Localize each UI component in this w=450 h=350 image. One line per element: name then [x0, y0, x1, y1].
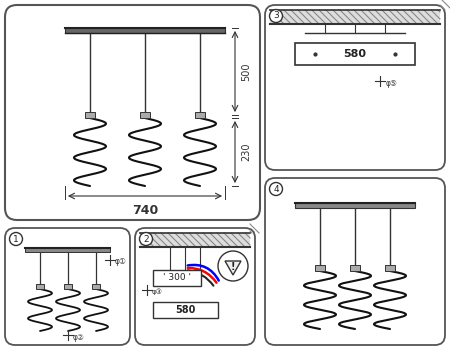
- FancyBboxPatch shape: [265, 5, 445, 170]
- Text: φ③: φ③: [152, 289, 163, 295]
- Circle shape: [270, 9, 283, 22]
- Bar: [350, 265, 360, 271]
- Text: 580: 580: [175, 305, 195, 315]
- Circle shape: [9, 232, 22, 245]
- Bar: [195, 112, 205, 118]
- Text: 230: 230: [241, 143, 251, 161]
- Text: 1: 1: [13, 234, 19, 244]
- FancyBboxPatch shape: [5, 5, 260, 220]
- Bar: [295, 203, 415, 208]
- Circle shape: [140, 232, 153, 245]
- Text: 2: 2: [143, 234, 149, 244]
- Bar: [295, 43, 415, 65]
- Bar: [36, 284, 44, 288]
- FancyBboxPatch shape: [135, 228, 255, 345]
- Bar: [25, 248, 110, 252]
- Polygon shape: [225, 261, 241, 275]
- Bar: [140, 112, 150, 118]
- Text: 580: 580: [343, 49, 366, 59]
- Text: !: !: [231, 262, 235, 272]
- Text: φ①: φ①: [115, 258, 127, 266]
- Bar: [270, 10, 440, 24]
- Text: ' 300 ': ' 300 ': [163, 273, 191, 282]
- Text: 500: 500: [241, 62, 251, 81]
- Bar: [315, 265, 325, 271]
- Text: φ②: φ②: [73, 332, 85, 342]
- Bar: [153, 302, 218, 318]
- Bar: [65, 28, 225, 33]
- Bar: [153, 270, 201, 286]
- Circle shape: [218, 251, 248, 281]
- Text: 3: 3: [273, 12, 279, 21]
- Circle shape: [270, 182, 283, 196]
- Bar: [85, 112, 95, 118]
- FancyBboxPatch shape: [265, 178, 445, 345]
- Text: 740: 740: [132, 204, 158, 217]
- Bar: [64, 284, 72, 288]
- Bar: [385, 265, 395, 271]
- Text: 4: 4: [273, 184, 279, 194]
- Bar: [140, 233, 250, 247]
- Text: φ⑤: φ⑤: [386, 78, 398, 88]
- Bar: [92, 284, 100, 288]
- FancyBboxPatch shape: [5, 228, 130, 345]
